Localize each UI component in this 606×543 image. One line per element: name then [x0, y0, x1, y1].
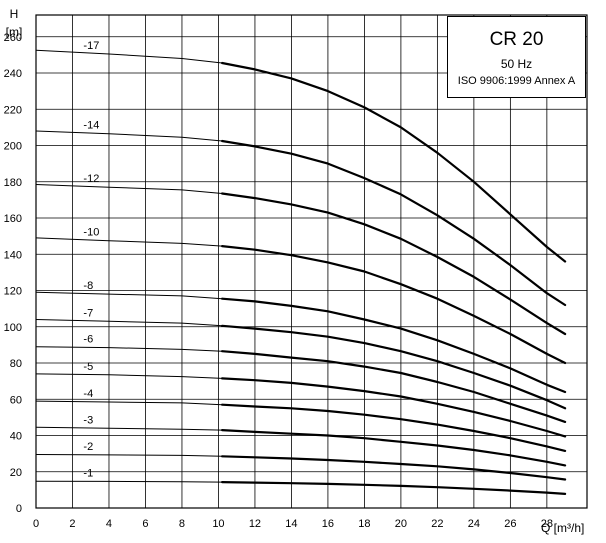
y-tick-label: 260	[4, 32, 22, 44]
curve-stage5-low-flow	[35, 373, 223, 379]
curve-label: -8	[83, 280, 93, 292]
x-tick-label: 24	[468, 518, 480, 530]
curve-label: -14	[83, 120, 99, 132]
curve-stage7	[221, 324, 567, 410]
x-tick-label: 4	[106, 518, 112, 530]
y-tick-label: 40	[10, 431, 22, 443]
curve-stage5	[221, 377, 567, 438]
chart-legend-box: CR 20 50 Hz ISO 9906:1999 Annex A	[447, 16, 586, 98]
chart-title: CR 20	[489, 29, 544, 50]
plot-frame	[35, 14, 588, 509]
x-tick-label: 22	[431, 518, 443, 530]
curve-label: -10	[83, 227, 99, 239]
curve-label: -1	[83, 467, 93, 479]
y-tick-label: 80	[10, 358, 22, 370]
curve-stage17	[221, 61, 567, 263]
x-tick-label: 16	[322, 518, 334, 530]
curve-label: -2	[83, 441, 93, 453]
curve-stage17-low-flow	[35, 49, 223, 64]
curve-stage1-low-flow	[35, 480, 223, 483]
curve-stage4	[221, 403, 567, 452]
curve-stage4-low-flow	[35, 400, 223, 406]
curve-stage6-low-flow	[35, 346, 223, 352]
curve-stage2	[221, 455, 567, 481]
curve-stage8	[221, 297, 567, 394]
curve-label: -12	[83, 173, 99, 185]
y-tick-label: 140	[4, 249, 22, 261]
y-axis-unit: [m]	[6, 25, 23, 39]
chart-subtitle: 50 Hz	[500, 57, 533, 71]
x-tick-label: 14	[285, 518, 297, 530]
y-tick-label: 160	[4, 213, 22, 225]
curve-stage3-low-flow	[35, 426, 223, 431]
x-tick-labels: 0 2 4 6 8 10 12 14 16 18 20 22 24 26 28	[33, 518, 553, 530]
y-axis-label: H	[10, 7, 19, 21]
curve-label: -6	[83, 334, 93, 346]
curve-stage7-low-flow	[35, 319, 223, 327]
performance-curves	[35, 49, 567, 495]
y-tick-label: 60	[10, 394, 22, 406]
curve-stage1	[221, 481, 567, 495]
curve-stage8-low-flow	[35, 291, 223, 300]
curve-stage12	[221, 192, 567, 336]
curve-stage12-low-flow	[35, 184, 223, 194]
x-tick-label: 0	[33, 518, 39, 530]
x-axis-label: Q [m³/h]	[541, 521, 584, 535]
chart-standard: ISO 9906:1999 Annex A	[457, 75, 576, 87]
y-tick-label: 120	[4, 286, 22, 298]
curve-stage3	[221, 429, 567, 467]
x-tick-label: 18	[358, 518, 370, 530]
x-tick-label: 2	[69, 518, 75, 530]
y-tick-label: 100	[4, 322, 22, 334]
curve-stage6	[221, 350, 567, 423]
curve-label: -4	[83, 388, 93, 400]
x-tick-label: 20	[395, 518, 407, 530]
x-tick-label: 26	[504, 518, 516, 530]
curve-label: -7	[83, 307, 93, 319]
x-tick-label: 8	[179, 518, 185, 530]
curve-label: -17	[83, 40, 99, 52]
x-tick-label: 10	[212, 518, 224, 530]
curve-stage10-low-flow	[35, 237, 223, 247]
y-tick-label: 200	[4, 141, 22, 153]
curve-stage10	[221, 245, 567, 365]
y-tick-label: 20	[10, 467, 22, 479]
curve-stage14-low-flow	[35, 130, 223, 142]
y-tick-label: 0	[16, 503, 22, 515]
y-tick-label: 240	[4, 68, 22, 80]
y-tick-label: 180	[4, 177, 22, 189]
curve-labels: -17 -14 -12 -10 -8 -7 -6 -5 -4 -3 -2 -1	[83, 40, 99, 479]
curve-stage14	[221, 139, 567, 307]
curve-stage2-low-flow	[35, 454, 223, 457]
curve-label: -3	[83, 414, 93, 426]
x-tick-label: 12	[249, 518, 261, 530]
y-tick-labels: 0 20 40 60 80 100 120 140 160 180 200 220 240 260	[4, 32, 22, 515]
x-tick-label: 28	[541, 518, 553, 530]
curve-label: -5	[83, 361, 93, 373]
x-tick-label: 6	[142, 518, 148, 530]
y-tick-label: 220	[4, 104, 22, 116]
